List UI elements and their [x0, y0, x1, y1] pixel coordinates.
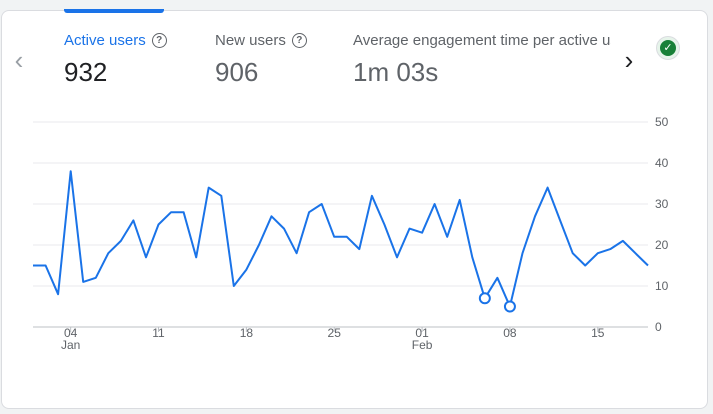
y-tick-label: 30 [655, 197, 669, 211]
chevron-left-icon[interactable]: ‹ [14, 45, 24, 75]
x-tick-label: 08 [503, 326, 517, 340]
x-tick-sublabel: Feb [412, 338, 433, 352]
metric-label: Active users [64, 32, 146, 49]
x-tick-label: 25 [328, 326, 342, 340]
y-tick-label: 0 [655, 320, 662, 334]
check-circle-icon[interactable]: ✓ [656, 36, 680, 60]
x-tick-label: 01 [415, 326, 429, 340]
y-tick-label: 20 [655, 238, 669, 252]
x-tick-label: 15 [591, 326, 605, 340]
question-circle-icon[interactable]: ? [291, 33, 307, 48]
question-circle-icon[interactable]: ? [151, 33, 167, 48]
metric-label: Average engagement time per active user [353, 32, 611, 49]
active-tab-indicator [64, 9, 164, 13]
y-tick-label: 50 [655, 115, 669, 129]
y-tick-label: 40 [655, 156, 669, 170]
metric-label: New users [215, 32, 286, 49]
x-tick-label: 18 [240, 326, 254, 340]
x-tick-label: 11 [152, 326, 165, 340]
data-point-marker [503, 300, 516, 313]
x-tick-sublabel: Jan [61, 338, 80, 352]
series-line [33, 170, 649, 308]
chart-card [1, 10, 708, 409]
x-tick-label: 04 [64, 326, 78, 340]
metric-active-users[interactable]: Active users ? 932 [64, 32, 167, 88]
metric-engagement-time[interactable]: Average engagement time per active user … [353, 32, 611, 88]
metric-value: 906 [215, 57, 259, 87]
chevron-right-icon[interactable]: › [624, 45, 634, 75]
metric-new-users[interactable]: New users ? 906 [215, 32, 307, 88]
metric-value: 1m 03s [353, 57, 439, 87]
metric-value: 932 [64, 57, 108, 87]
check-mark: ✓ [660, 40, 676, 56]
data-point-marker [478, 292, 491, 305]
y-tick-label: 10 [655, 279, 669, 293]
